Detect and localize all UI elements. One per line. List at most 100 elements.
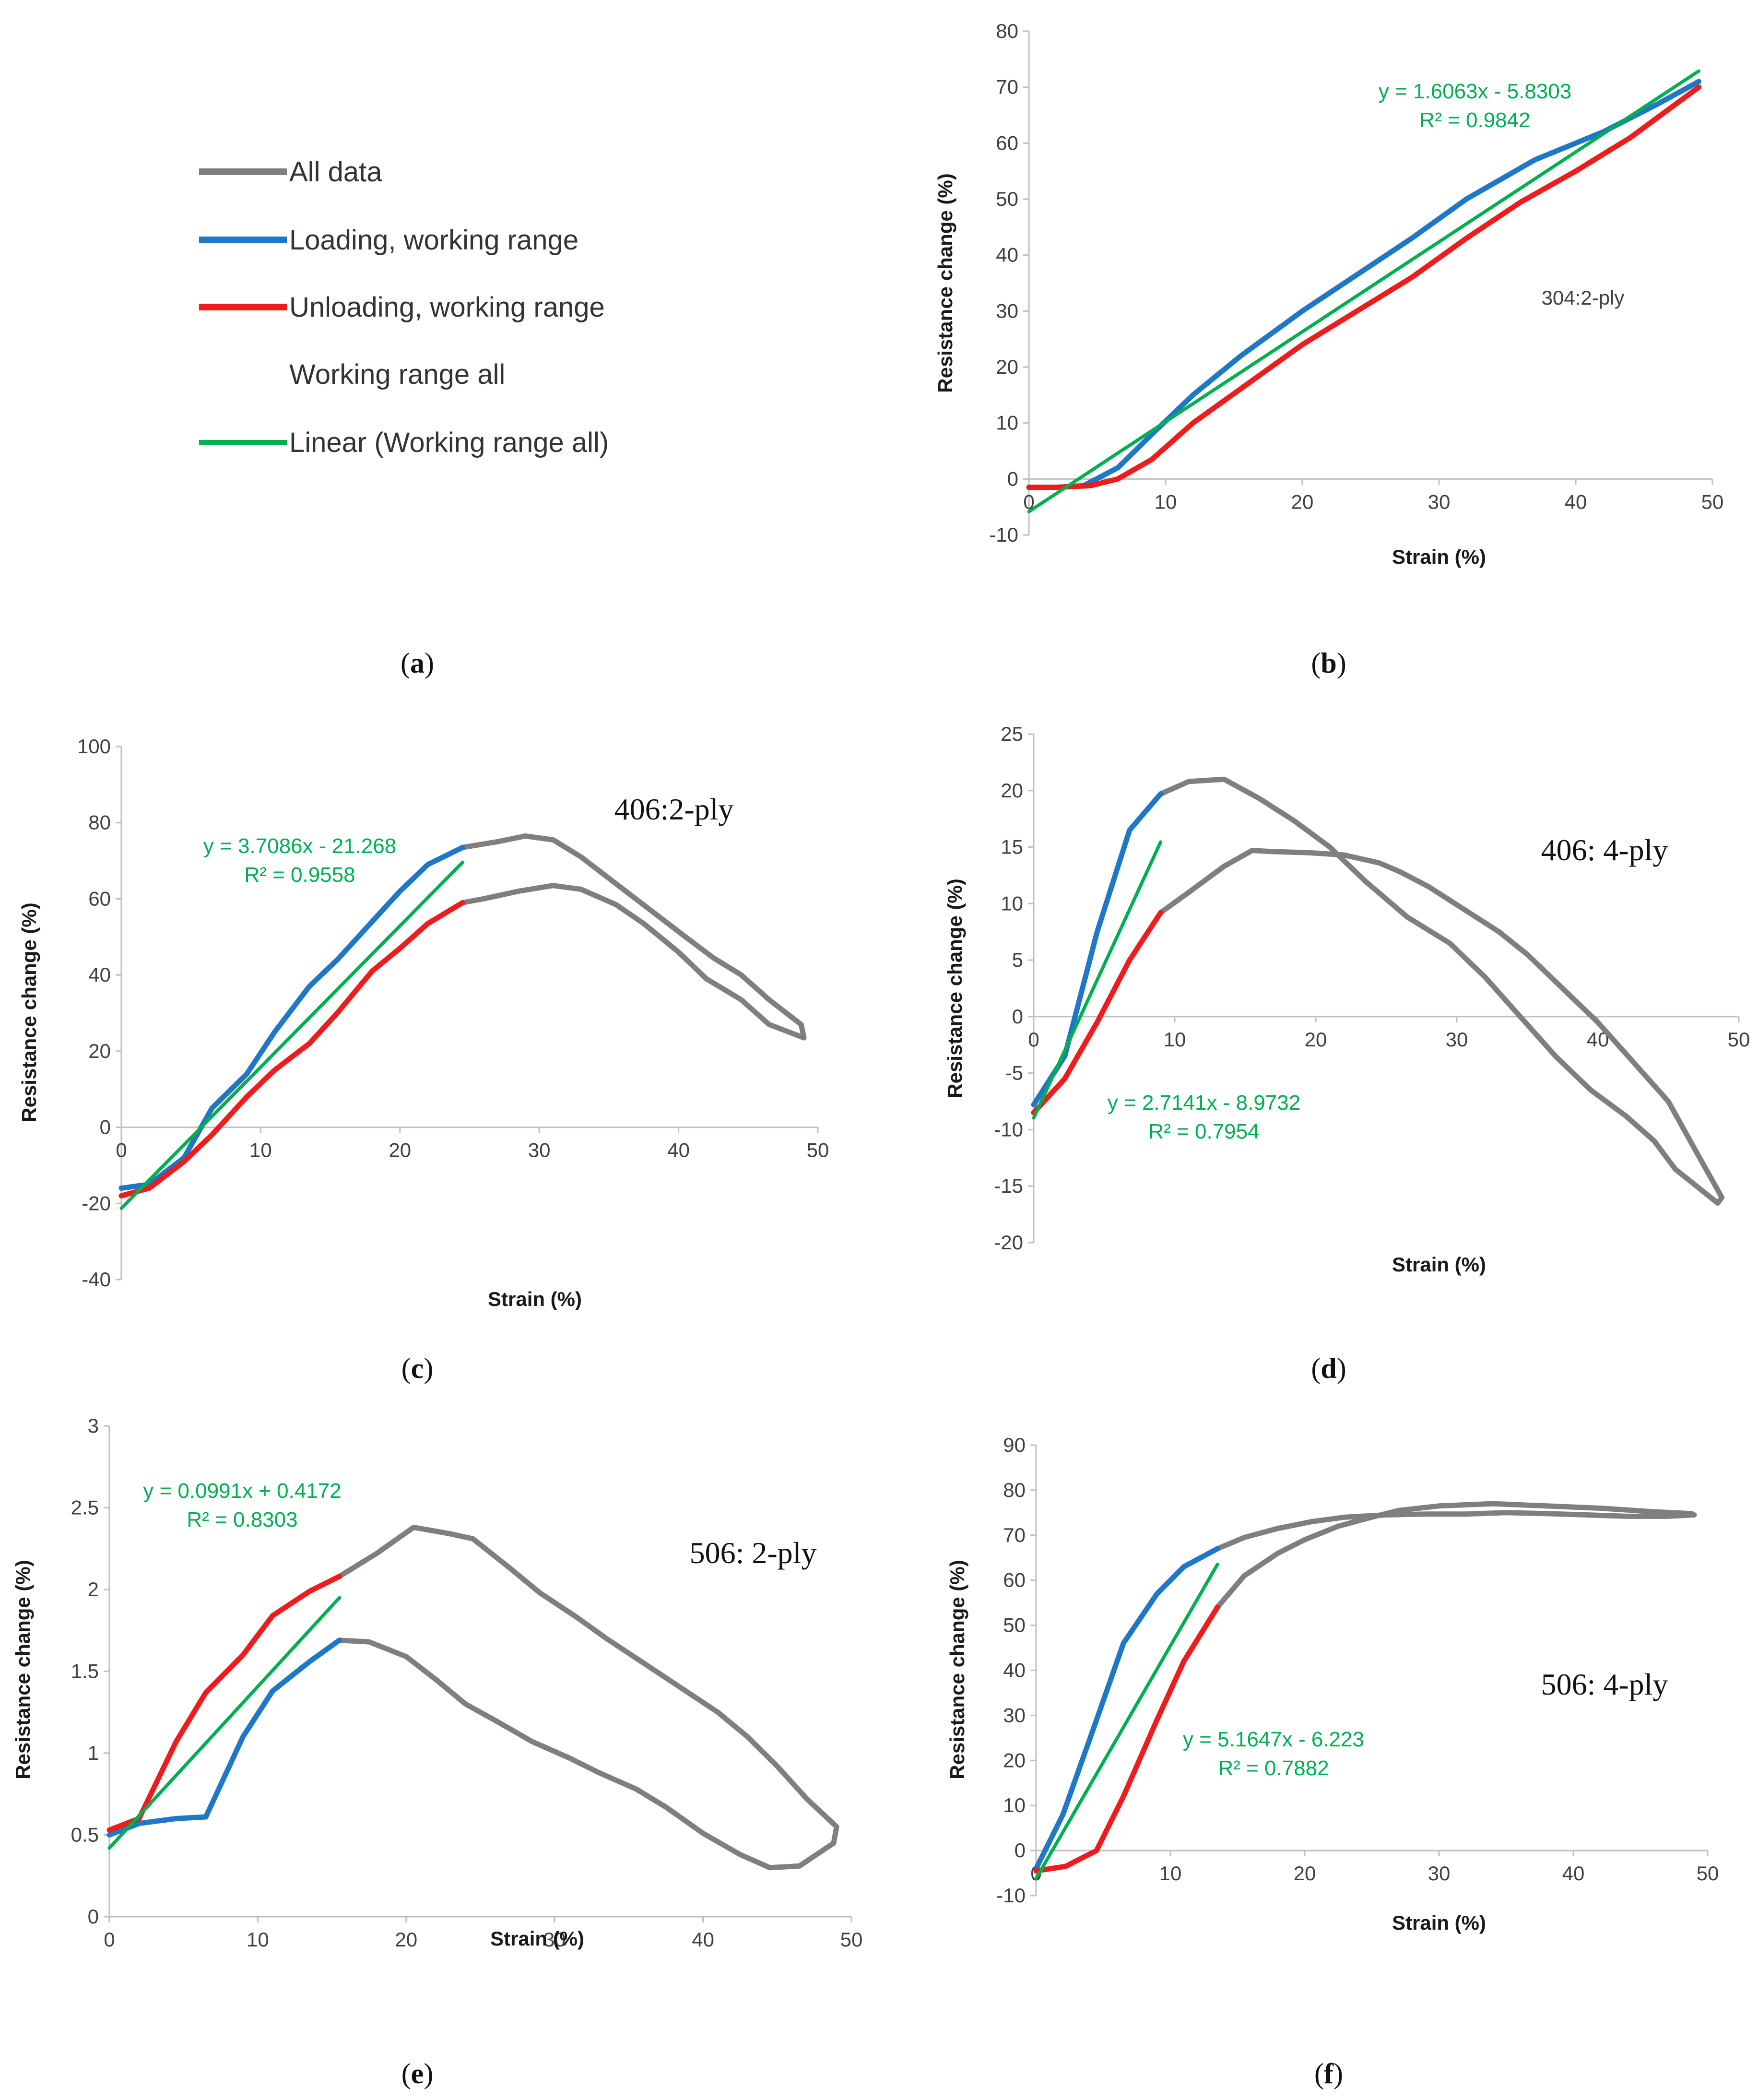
y-tick-label: 0 — [1015, 1839, 1026, 1862]
legend-item-loading: Loading, working range — [199, 225, 578, 256]
panel-label-c-letter: c — [411, 1353, 424, 1384]
x-tick-label: 20 — [1294, 1862, 1316, 1885]
trendline-equation: y = 5.1647x - 6.223 — [1183, 1728, 1364, 1751]
x-tick-label: 40 — [1565, 490, 1587, 513]
y-tick-label: -10 — [996, 1884, 1026, 1907]
x-tick-label: 30 — [1446, 1028, 1468, 1051]
series-linear-working-range-all — [107, 1596, 342, 1850]
series-linear-working-range-all — [1034, 1563, 1219, 1880]
y-tick-label: 20 — [996, 356, 1018, 378]
y-tick-label: -20 — [994, 1231, 1023, 1254]
y-tick-label: -10 — [989, 523, 1018, 546]
series-unloading-working-range — [118, 900, 465, 1198]
y-axis-label: Resistance change (%) — [934, 173, 956, 393]
y-tick-label: 5 — [1012, 949, 1023, 971]
panel-label-f: (f) — [1314, 2058, 1343, 2089]
y-axis-label: Resistance change (%) — [946, 1560, 968, 1780]
y-tick-label: 40 — [88, 963, 111, 986]
y-tick-label: 0 — [88, 1905, 99, 1928]
panel-label-a-letter: a — [410, 647, 425, 679]
y-tick-label: 10 — [1003, 1794, 1026, 1816]
x-axis-label: Strain (%) — [1392, 1911, 1486, 1934]
panel-label-b-letter: b — [1321, 647, 1336, 679]
x-tick-label: 20 — [389, 1139, 411, 1162]
y-tick-label: 10 — [1001, 892, 1023, 914]
x-tick-label: 0 — [1028, 1028, 1039, 1051]
chart-title: 406: 4-ply — [1541, 833, 1668, 867]
panel-label-e-letter: e — [411, 2058, 424, 2089]
legend-label-unloading: Unloading, working range — [289, 292, 605, 323]
panel-label-c: (c) — [401, 1353, 434, 1384]
y-tick-label: 2.5 — [71, 1496, 99, 1519]
y-tick-label: 10 — [996, 412, 1018, 434]
trendline-r2: R² = 0.8303 — [187, 1508, 297, 1531]
y-tick-label: 70 — [996, 76, 1018, 98]
panel-label-b: (b) — [1311, 647, 1346, 679]
series-linear-working-range-all — [1027, 69, 1700, 513]
series-unloading-working-range — [1026, 84, 1701, 490]
series-loading-working-range — [118, 844, 465, 1191]
trendline-r2: R² = 0.9842 — [1419, 108, 1530, 132]
x-tick-label: 20 — [1305, 1028, 1327, 1051]
series-unloading-working-range — [1033, 1604, 1220, 1874]
trendline-r2: R² = 0.7954 — [1148, 1120, 1259, 1143]
y-tick-label: 3 — [88, 1414, 99, 1437]
panel-label-a: (a) — [401, 647, 434, 679]
y-tick-label: 0.5 — [71, 1824, 99, 1846]
y-tick-label: 2 — [88, 1578, 99, 1601]
legend-item-all-data: All data — [199, 156, 382, 188]
y-axis-label: Resistance change (%) — [18, 902, 40, 1122]
series-all-data — [337, 1524, 839, 1871]
x-tick-label: 30 — [1428, 1862, 1451, 1885]
x-tick-label: 10 — [1159, 1862, 1182, 1885]
y-tick-label: 0 — [1012, 1005, 1023, 1028]
trendline-equation: y = 1.6063x - 5.8303 — [1379, 80, 1571, 103]
x-tick-label: 0 — [1023, 490, 1034, 513]
x-tick-label: 50 — [1728, 1028, 1750, 1051]
y-tick-label: 25 — [1001, 723, 1023, 745]
x-tick-label: 20 — [1291, 490, 1314, 513]
chart-title: 506: 2-ply — [690, 1536, 817, 1570]
y-tick-label: 1.5 — [71, 1660, 99, 1683]
x-tick-label: 10 — [1155, 490, 1177, 513]
y-tick-label: 20 — [1003, 1749, 1026, 1771]
series-loading-working-range — [106, 1637, 342, 1838]
legend-item-unloading: Unloading, working range — [199, 292, 605, 323]
trendline-equation: y = 0.0991x + 0.4172 — [143, 1479, 341, 1503]
series-loading-working-range — [1031, 791, 1164, 1108]
y-tick-label: 30 — [1003, 1704, 1026, 1726]
panel-label-f-letter: f — [1324, 2058, 1334, 2089]
x-tick-label: 30 — [528, 1139, 551, 1162]
y-tick-label: 30 — [996, 299, 1018, 322]
y-tick-label: 15 — [1001, 836, 1023, 858]
y-tick-label: 0 — [1007, 467, 1018, 490]
x-axis-label: Strain (%) — [1392, 546, 1486, 568]
y-tick-label: 60 — [88, 887, 111, 910]
x-tick-label: 30 — [543, 1928, 566, 1951]
legend: All data Loading, working range Unloadin… — [199, 156, 609, 458]
x-axis-label: Strain (%) — [488, 1288, 582, 1310]
trendline-equation: y = 3.7086x - 21.268 — [203, 834, 396, 858]
x-tick-label: 40 — [667, 1139, 690, 1162]
y-tick-label: 40 — [1003, 1659, 1026, 1682]
x-tick-label: 20 — [395, 1928, 417, 1951]
legend-label-loading: Loading, working range — [289, 225, 578, 256]
y-tick-label: 20 — [88, 1040, 111, 1062]
y-tick-label: -5 — [1005, 1062, 1023, 1084]
y-tick-label: 20 — [1001, 779, 1023, 802]
y-tick-label: 70 — [1003, 1524, 1026, 1546]
y-tick-label: 60 — [1003, 1569, 1026, 1591]
y-tick-label: 80 — [88, 811, 111, 834]
chart-title: 304:2-ply — [1542, 286, 1625, 309]
y-tick-label: 60 — [996, 131, 1018, 154]
y-tick-label: 40 — [996, 244, 1018, 266]
legend-label-all-data: All data — [289, 156, 382, 188]
x-axis-label: Strain (%) — [490, 1927, 584, 1950]
y-tick-label: 1 — [88, 1742, 99, 1764]
legend-label-linear: Linear (Working range all) — [289, 427, 609, 458]
y-tick-label: 80 — [1003, 1479, 1026, 1501]
y-tick-label: 0 — [100, 1116, 111, 1139]
